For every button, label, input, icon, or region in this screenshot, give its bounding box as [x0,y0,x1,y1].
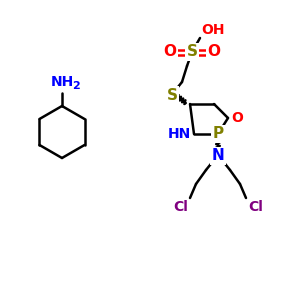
Text: HN: HN [168,127,191,141]
Text: O: O [231,111,243,125]
Text: OH: OH [201,23,224,37]
Text: S: S [167,88,178,103]
Text: Cl: Cl [248,200,263,214]
Text: O: O [164,44,176,59]
Text: 2: 2 [72,81,80,91]
Text: P: P [212,127,224,142]
Text: O: O [208,44,220,59]
Text: S: S [187,44,197,59]
Text: Cl: Cl [173,200,188,214]
Text: NH: NH [50,75,74,89]
Text: N: N [212,148,224,164]
